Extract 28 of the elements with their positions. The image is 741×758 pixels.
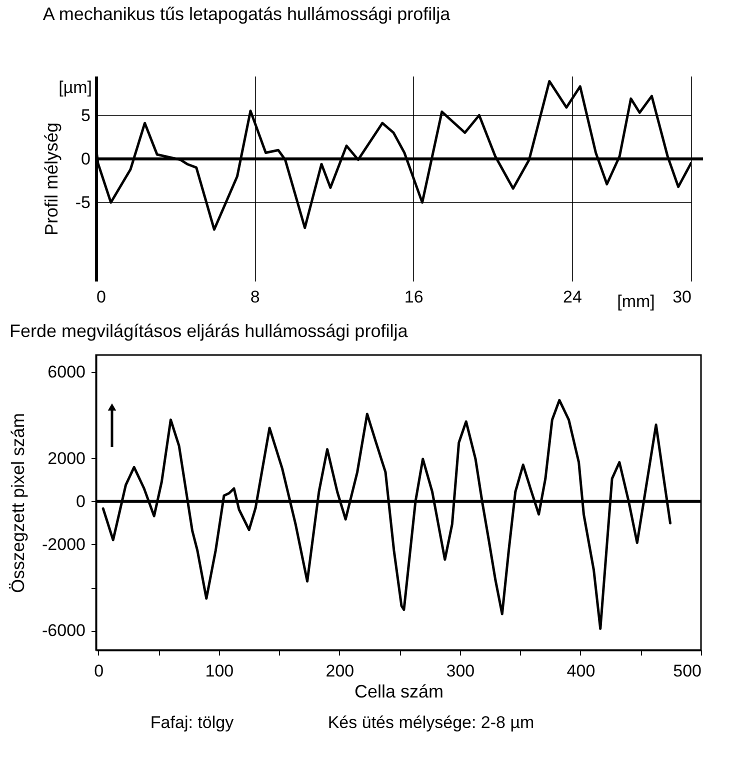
y-tick-label: 6000 — [48, 362, 86, 382]
y-tick-label: -2000 — [42, 534, 86, 554]
x-axis-title: Cella szám — [354, 682, 444, 702]
text: Kés ütés mélysége: 2-8 µm — [328, 713, 534, 732]
y-axis-title: Összegzett pixel szám — [8, 412, 28, 594]
y-tick-label: -5 — [75, 192, 90, 212]
x-tick-label: 16 — [404, 288, 424, 306]
x-tick-label: 0 — [94, 662, 104, 680]
x-tick-label: 30 — [672, 288, 692, 306]
x-tick-label: 0 — [96, 288, 106, 306]
x-tick-label: 200 — [326, 662, 354, 680]
x-tick-label: 300 — [446, 662, 475, 680]
text: [mm] — [617, 292, 655, 311]
x-tick-label: 100 — [205, 662, 234, 680]
y-tick-label: 2000 — [48, 448, 86, 468]
chart-title: A mechanikus tűs letapogatás hullámossági profilja — [42, 4, 452, 24]
text: Fafaj: tölgy — [150, 713, 234, 732]
x-tick-label: 8 — [250, 288, 260, 306]
y-tick-label: -6000 — [42, 621, 86, 640]
y-axis-title: Profil mélység — [41, 122, 62, 236]
chart-title: Ferde megvilágításos eljárás hullámossági profilja — [10, 321, 409, 341]
text: [µm] — [58, 78, 92, 97]
y-tick-label: 0 — [76, 492, 86, 511]
y-tick-label: 0 — [81, 149, 90, 168]
x-tick-label: 24 — [563, 288, 582, 306]
x-tick-label: 400 — [566, 662, 596, 680]
x-tick-label: 500 — [673, 662, 702, 680]
y-tick-label: 5 — [81, 106, 90, 125]
